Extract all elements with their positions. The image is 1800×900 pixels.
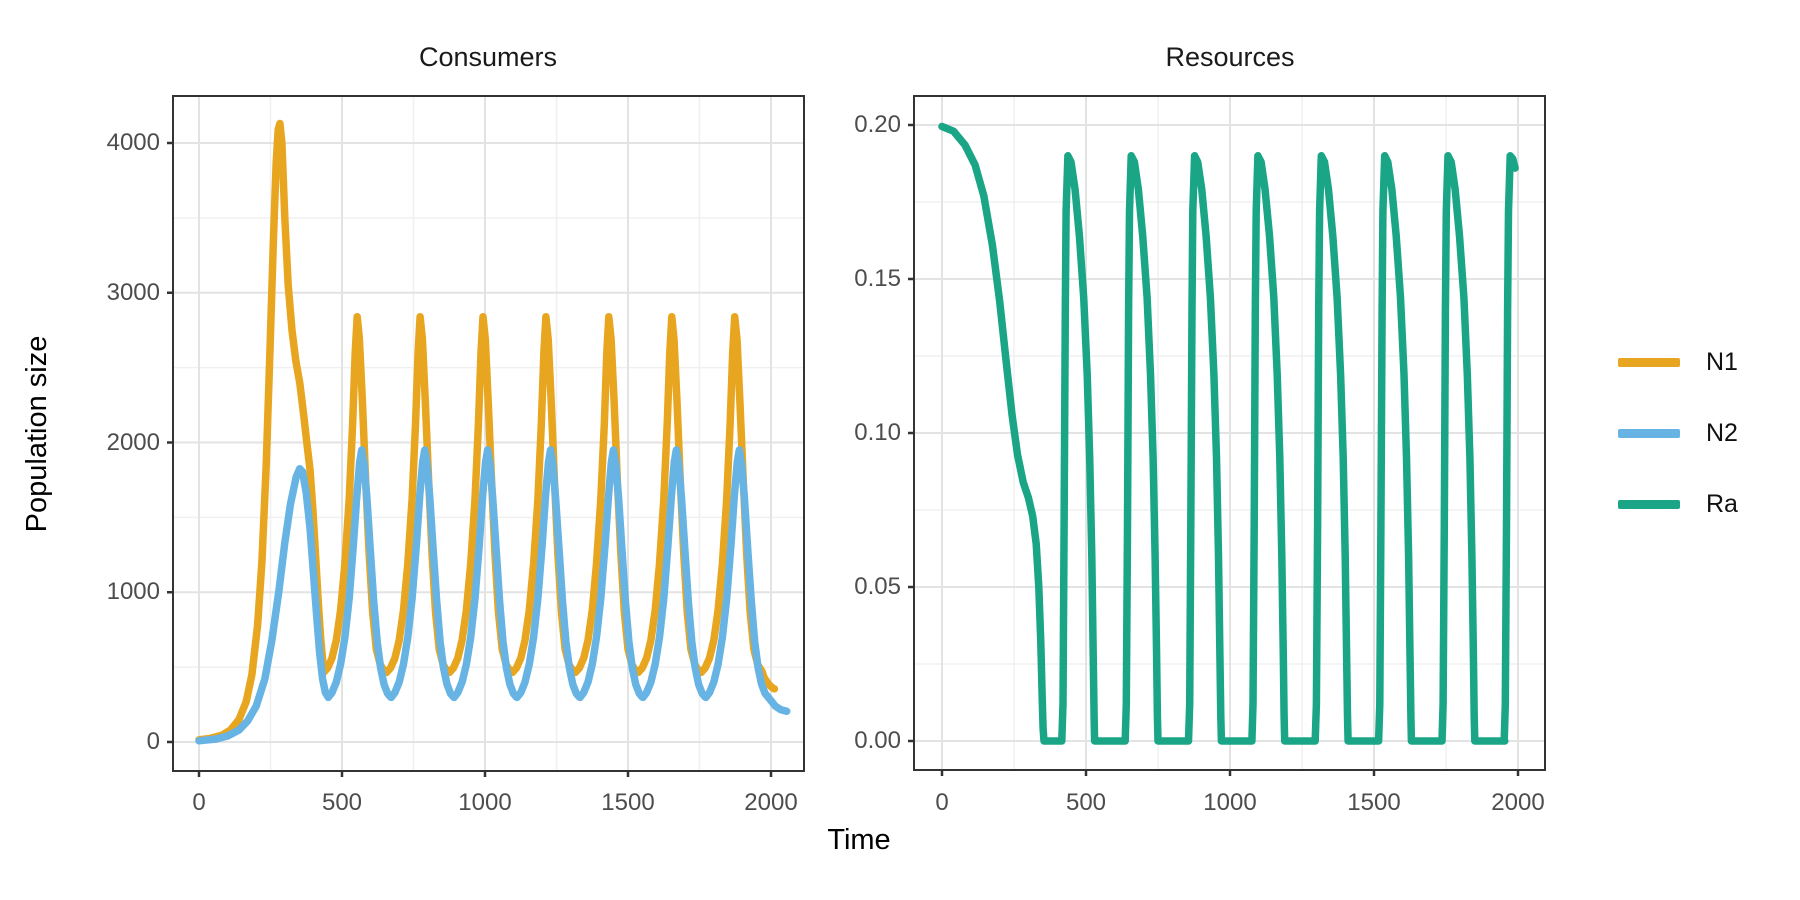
x-tick-label: 1500 xyxy=(1347,789,1401,816)
y-tick-label: 0.20 xyxy=(854,111,901,138)
x-axis-title: Time xyxy=(827,824,891,856)
panel-resources xyxy=(908,95,1546,776)
x-tick-label: 0 xyxy=(192,789,206,816)
legend-entry-n2: N2 xyxy=(1618,419,1738,447)
legend-key-line-ra xyxy=(1618,499,1680,509)
y-tick-label: 2000 xyxy=(106,428,160,456)
x-tick-label: 2000 xyxy=(1491,789,1545,816)
legend-entry-n1: N1 xyxy=(1618,348,1738,376)
x-tick-label: 1500 xyxy=(601,789,655,816)
y-tick-label: 1000 xyxy=(106,578,160,606)
legend-key-line-n2 xyxy=(1618,428,1680,438)
legend-entry-ra: Ra xyxy=(1618,490,1738,518)
y-tick-label: 0.05 xyxy=(854,573,901,600)
x-tick-label: 500 xyxy=(1065,789,1107,816)
panel-consumers xyxy=(167,95,805,777)
y-axis-title: Population size xyxy=(21,335,53,533)
series-line-n2 xyxy=(195,446,791,745)
x-tick-label: 0 xyxy=(935,789,949,816)
series-line-n1 xyxy=(195,119,779,744)
panel-title-consumers: Consumers xyxy=(418,42,558,72)
x-tick-label: 500 xyxy=(321,789,363,816)
y-tick-label: 3000 xyxy=(106,278,160,306)
x-tick-label: 1000 xyxy=(458,789,512,816)
legend-label: N2 xyxy=(1706,419,1738,447)
y-tick-label: 0.15 xyxy=(854,265,901,292)
y-tick-label: 0 xyxy=(146,728,160,755)
panel-border xyxy=(172,95,805,772)
y-tick-label: 0.10 xyxy=(854,419,901,446)
legend-label: N1 xyxy=(1706,348,1738,376)
panel-title-resources: Resources xyxy=(1165,42,1295,72)
series-line-ra xyxy=(938,122,1519,745)
legend-label: Ra xyxy=(1706,490,1738,518)
y-tick-label: 4000 xyxy=(106,129,160,156)
panel-border xyxy=(913,95,1546,771)
legend: N1 N2 Ra xyxy=(1618,348,1738,561)
legend-key-line-n1 xyxy=(1618,357,1680,367)
y-tick-label: 0.00 xyxy=(854,727,901,754)
x-tick-label: 2000 xyxy=(744,789,798,816)
x-tick-label: 1000 xyxy=(1203,789,1257,816)
